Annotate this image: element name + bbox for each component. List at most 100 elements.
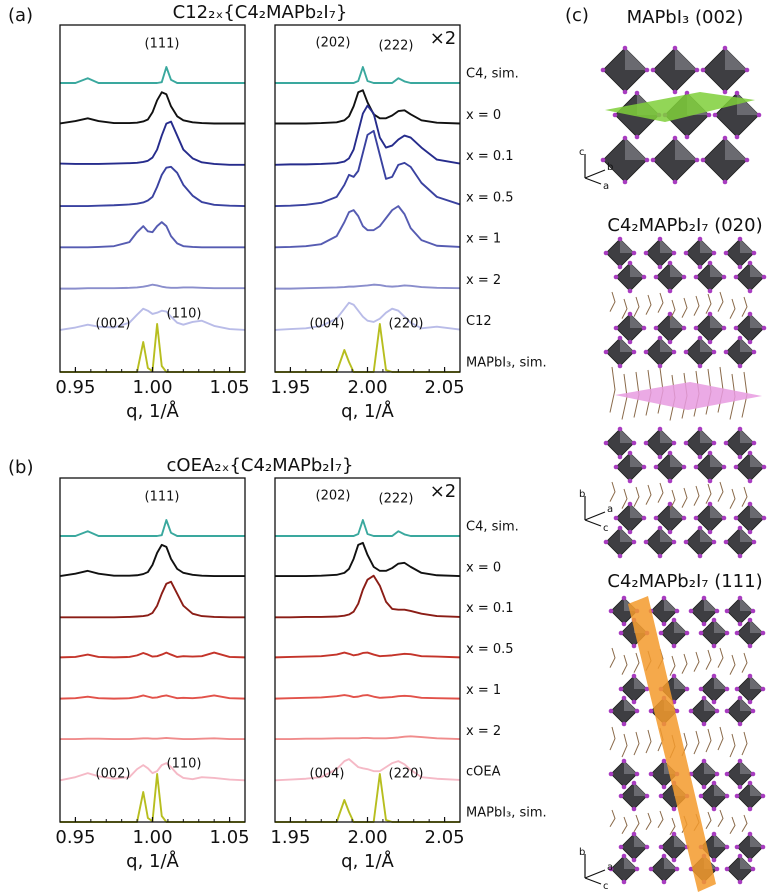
organic <box>622 489 627 509</box>
annotation: ×2 <box>430 481 457 502</box>
iodide <box>738 596 743 601</box>
iodide <box>738 554 743 559</box>
plot-frame <box>60 25 245 372</box>
iodide <box>642 516 647 521</box>
iodide <box>601 158 606 163</box>
trace <box>275 774 460 822</box>
iodide <box>628 289 633 294</box>
iodide <box>623 46 628 51</box>
axis-label: a <box>607 862 613 873</box>
iodide <box>628 530 633 535</box>
organic <box>730 734 735 757</box>
iodide <box>722 465 727 470</box>
organic <box>718 810 723 827</box>
iodide <box>623 136 628 141</box>
iodide <box>628 312 633 317</box>
series-label: C4, sim. <box>466 67 519 82</box>
iodide <box>745 68 750 73</box>
iodide <box>672 540 677 545</box>
iodide <box>644 350 649 355</box>
annotation: (110) <box>167 307 202 322</box>
iodide <box>685 687 690 692</box>
iodide <box>684 251 689 256</box>
iodide <box>698 364 703 369</box>
iodide <box>694 275 699 280</box>
octahedron-face <box>714 676 727 689</box>
iodide <box>645 845 650 850</box>
iodide <box>662 759 667 764</box>
organic <box>706 484 711 504</box>
organic <box>682 654 687 674</box>
iodide <box>698 336 703 341</box>
iodide <box>632 674 637 679</box>
iodide <box>751 867 756 872</box>
iodide <box>712 350 717 355</box>
iodide <box>689 709 694 714</box>
iodide <box>708 340 713 345</box>
iodide <box>748 479 753 484</box>
iodide <box>735 794 740 799</box>
annotation: (004) <box>310 317 345 332</box>
iodide <box>659 794 664 799</box>
x-tick-label: 1.00 <box>132 827 172 848</box>
series-label: x = 1 <box>466 232 501 247</box>
organic <box>670 656 675 676</box>
iodide <box>738 237 743 242</box>
structure-title: MAPbI₃ (002) <box>627 7 744 28</box>
iodide <box>748 312 753 317</box>
iodide <box>722 516 727 521</box>
iodide <box>761 687 766 692</box>
iodide <box>738 759 743 764</box>
trace <box>60 122 245 165</box>
iodide <box>748 451 753 456</box>
organic <box>706 650 711 670</box>
iodide <box>651 68 656 73</box>
iodide <box>748 618 753 623</box>
organic <box>730 817 735 834</box>
iodide <box>635 135 640 140</box>
trace <box>60 520 245 536</box>
iodide <box>668 451 673 456</box>
series-label: x = 1 <box>466 683 501 698</box>
iodide <box>738 336 743 341</box>
panel-label: (b) <box>8 457 33 478</box>
organic <box>730 655 735 675</box>
iodide <box>752 350 757 355</box>
iodide <box>748 858 753 863</box>
iodide <box>751 609 756 614</box>
iodide <box>622 596 627 601</box>
iodide <box>675 867 680 872</box>
iodide <box>752 441 757 446</box>
iodide <box>684 350 689 355</box>
iodide <box>751 709 756 714</box>
iodide <box>725 631 730 636</box>
iodide <box>618 237 623 242</box>
organic <box>694 296 699 316</box>
trace <box>275 285 460 289</box>
trace <box>60 309 245 330</box>
trace <box>60 763 245 780</box>
iodide <box>708 530 713 535</box>
iodide <box>761 845 766 850</box>
trace <box>275 543 460 576</box>
iodide <box>723 136 728 141</box>
axis-arrow <box>585 170 605 178</box>
iodide <box>694 326 699 331</box>
iodide <box>712 251 717 256</box>
organic <box>658 293 663 313</box>
iodide <box>708 502 713 507</box>
iodide <box>662 854 667 859</box>
iodide <box>604 540 609 545</box>
iodide <box>658 455 663 460</box>
iodide <box>682 326 687 331</box>
iodide <box>738 455 743 460</box>
iodide <box>672 807 677 812</box>
axis-arrow <box>585 178 601 184</box>
iodide <box>715 772 720 777</box>
iodide <box>668 530 673 535</box>
iodide <box>734 465 739 470</box>
iodide <box>712 540 717 545</box>
series-label: x = 0.1 <box>466 149 514 164</box>
iodide <box>682 516 687 521</box>
iodide <box>622 759 627 764</box>
